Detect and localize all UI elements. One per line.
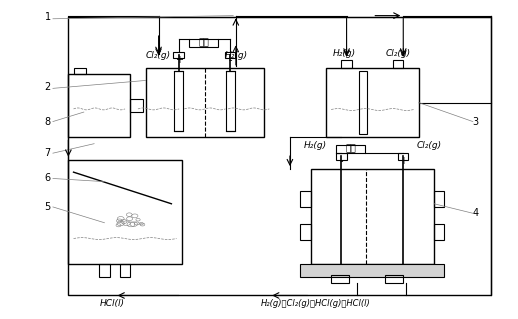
Bar (130, 100, 143, 112)
Text: -: - (228, 55, 232, 65)
Text: 8: 8 (45, 116, 51, 127)
Text: 3: 3 (472, 116, 479, 127)
Bar (300, 224, 310, 240)
Bar (120, 264, 130, 277)
Bar (68, 74, 130, 137)
Text: H₂(g)、Cl₂(g)、HCl(g)、HCl(l): H₂(g)、Cl₂(g)、HCl(g)、HCl(l) (261, 299, 370, 308)
Bar (398, 153, 408, 160)
Text: 4: 4 (472, 208, 479, 218)
Bar (326, 68, 419, 137)
Text: 2: 2 (45, 82, 51, 92)
Bar (174, 71, 183, 131)
Text: H₂(g): H₂(g) (224, 51, 248, 60)
Bar (174, 52, 184, 58)
Text: HCl(l): HCl(l) (99, 299, 125, 308)
Bar (336, 145, 365, 153)
Bar (434, 224, 444, 240)
Bar (190, 39, 218, 47)
Text: 1: 1 (45, 12, 51, 22)
Bar (393, 60, 403, 68)
Text: Cl₂(g): Cl₂(g) (146, 51, 171, 60)
Bar (146, 68, 264, 137)
Bar (300, 264, 444, 277)
Text: Cl₂(g): Cl₂(g) (416, 141, 441, 150)
Text: H₂(g): H₂(g) (304, 141, 327, 150)
Bar (68, 17, 491, 295)
Text: 7: 7 (45, 148, 51, 158)
Text: Cl₂(g): Cl₂(g) (385, 49, 411, 58)
Bar (225, 52, 235, 58)
Text: 6: 6 (45, 174, 51, 183)
Text: +: + (399, 156, 407, 166)
Bar (336, 153, 347, 160)
Bar (310, 169, 434, 264)
Bar (359, 71, 367, 134)
Bar (434, 191, 444, 207)
Bar (74, 68, 87, 74)
Text: +: + (175, 55, 183, 65)
Bar (99, 264, 110, 277)
Bar (385, 275, 403, 283)
Text: 输出: 输出 (345, 145, 356, 154)
Bar (300, 191, 310, 207)
Text: -: - (340, 156, 343, 166)
Bar (225, 71, 235, 131)
Text: 输入: 输入 (198, 39, 209, 48)
Bar (341, 60, 352, 68)
Text: H₂(g): H₂(g) (333, 49, 355, 58)
Bar (68, 160, 182, 264)
Text: 5: 5 (45, 202, 51, 212)
Bar (331, 275, 349, 283)
